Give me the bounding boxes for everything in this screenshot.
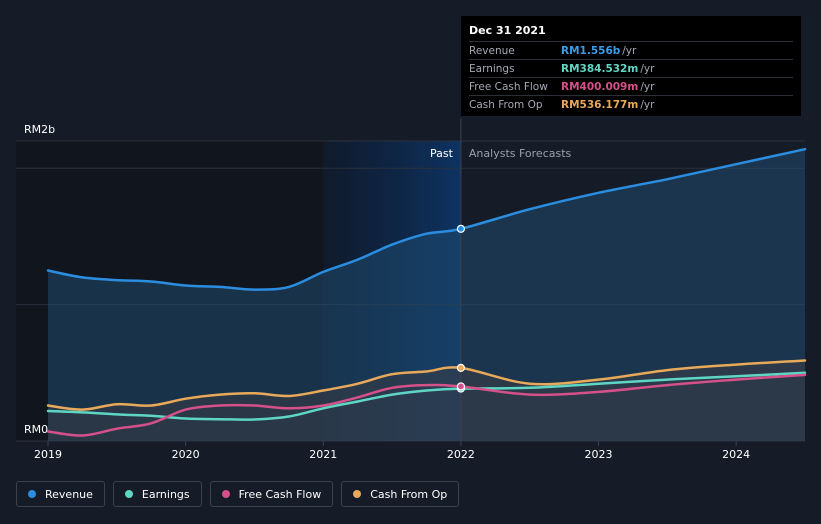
legend-item-revenue[interactable]: Revenue (16, 481, 105, 507)
legend-item-free-cash-flow[interactable]: Free Cash Flow (209, 481, 334, 507)
revenue-dot-icon (28, 490, 36, 498)
tooltip-value: RM536.177m (561, 98, 639, 111)
earnings-dot-icon (124, 490, 133, 498)
cash-from-op-line (46, 359, 807, 411)
revenue-marker (456, 224, 466, 233)
tooltip-value: RM384.532m (561, 62, 639, 75)
tooltip-label: Free Cash Flow (469, 80, 548, 93)
tooltip-date: Dec 31 2021 (469, 24, 546, 37)
revenue-line (46, 147, 807, 291)
tooltip-label: Cash From Op (469, 98, 543, 111)
tooltip-unit: /yr (622, 44, 637, 57)
earnings-line (46, 371, 807, 421)
series-lines (46, 147, 807, 437)
tooltip-row-free-cash-flow: Free Cash Flow RM400.009m /yr (469, 77, 793, 95)
x-axis-ticks: 2019 2020 2021 2022 2023 2024 (34, 441, 750, 461)
revenue-area (48, 149, 805, 441)
legend-label: Free Cash Flow (238, 487, 322, 501)
series-areas (48, 149, 805, 441)
free-cash-flow-line (46, 373, 807, 437)
cash-from-op-dot-icon (353, 490, 362, 498)
x-tick-label: 2022 (447, 448, 475, 461)
cash-from-op-marker (456, 363, 466, 373)
forecast-label: Analysts Forecasts (469, 147, 572, 160)
x-tick-label: 2019 (34, 448, 62, 461)
legend: Revenue Earnings Free Cash Flow Cash Fro… (16, 481, 460, 507)
y-axis-top-label: RM2b (24, 123, 55, 136)
tooltip-unit: /yr (640, 80, 655, 93)
y-axis-bottom-label: RM0 (24, 423, 48, 436)
free-cash-flow-dot-icon (221, 490, 230, 498)
x-tick-label: 2020 (172, 448, 200, 461)
x-tick-label: 2024 (722, 448, 750, 461)
legend-item-cash-from-op[interactable]: Cash From Op (341, 481, 460, 507)
tooltip-value: RM400.009m (561, 80, 639, 93)
legend-label: Revenue (45, 487, 93, 501)
tooltip-unit: /yr (640, 98, 655, 111)
legend-item-earnings[interactable]: Earnings (112, 481, 202, 507)
tooltip-value: RM1.556b (561, 44, 621, 57)
tooltip: Dec 31 2021 Revenue RM1.556b /yr Earning… (461, 16, 801, 116)
legend-label: Earnings (141, 487, 190, 501)
series-markers (456, 224, 466, 393)
tooltip-label: Revenue (469, 44, 515, 57)
legend-label: Cash From Op (370, 487, 448, 501)
tooltip-row-earnings: Earnings RM384.532m /yr (469, 59, 793, 77)
cash-from-op-area (48, 360, 805, 441)
tooltip-label: Earnings (469, 62, 515, 75)
x-tick-label: 2021 (309, 448, 337, 461)
tooltip-unit: /yr (640, 62, 655, 75)
tooltip-row-cash-from-op: Cash From Op RM536.177m /yr (469, 95, 793, 113)
past-label: Past (430, 147, 454, 160)
tooltip-row-revenue: Revenue RM1.556b /yr (469, 41, 793, 59)
free-cash-flow-marker (456, 382, 466, 391)
x-tick-label: 2023 (585, 448, 613, 461)
